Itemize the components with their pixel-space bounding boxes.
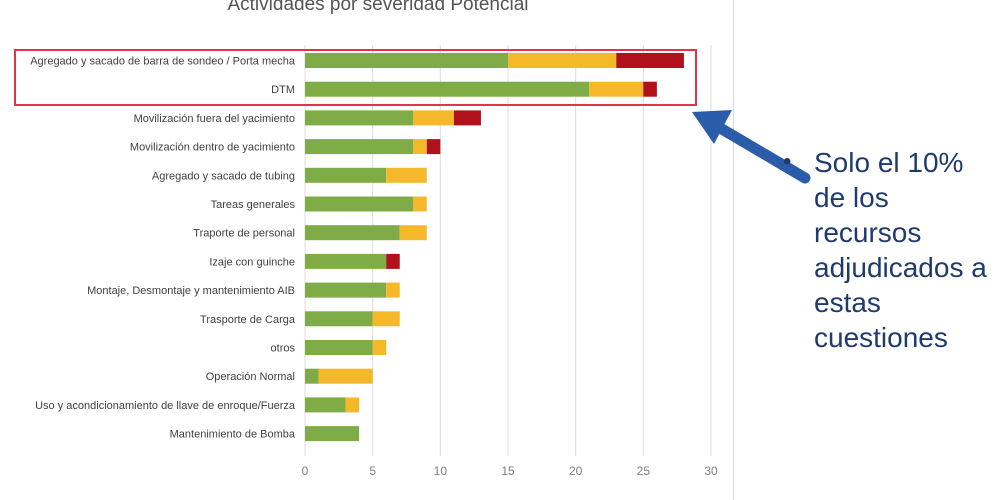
pointer-arrow-icon [692,110,811,184]
x-tick-label: 20 [569,464,583,478]
category-label: Movilización fuera del yacimiento [134,113,295,125]
bar-segment [386,167,427,183]
x-tick-label: 25 [637,464,651,478]
bar-segment [413,196,427,212]
bar-segment [589,81,644,97]
category-label: Izaje con guinche [209,256,295,268]
bar-segment [305,110,414,126]
chart-title: Actividades por severidad Potencial [227,0,529,15]
category-label: Operación Normal [206,371,295,383]
bar-segment [305,397,346,413]
x-tick-label: 30 [704,464,718,478]
category-label: Traporte de personal [193,228,295,240]
bar-segment [305,81,590,97]
category-label: DTM [271,84,295,96]
bar-segment [305,282,387,298]
bar-segment [386,282,400,298]
bar-segment [305,225,400,241]
category-label: otros [271,343,296,355]
bar-segment [305,196,414,212]
highlight-box [14,49,697,106]
bar-segment [616,53,684,68]
category-label: Mantenimiento de Bomba [170,429,296,441]
category-label: Trasporte de Carga [200,314,296,326]
bar-segment [643,81,657,97]
bar-segment [508,53,617,68]
note-bullet: • [783,148,792,175]
bar-segment [453,110,481,126]
x-tick-label: 15 [501,464,515,478]
bar-segment [318,368,373,384]
bar-segment [305,253,387,269]
category-label: Movilización dentro de yacimiento [130,142,295,154]
bar-segment [399,225,427,241]
chart-panel: Actividades por severidad Potencial 0 5 10… [8,0,734,500]
bar-segment [305,139,414,155]
x-tick-label: 10 [434,464,448,478]
category-label: Uso y acondicionamiento de llave de enro… [35,400,296,412]
category-label: Montaje, Desmontaje y mantenimiento AIB [87,285,295,297]
bar-segment [426,139,441,155]
bar-segment [372,340,387,355]
bar-segment [305,311,373,327]
bar-segment [386,253,400,269]
category-label: Agregado y sacado de barra de sondeo / P… [30,56,296,68]
x-tick-label: 5 [369,464,376,478]
category-label: Tareas generales [211,199,296,211]
annotation-note: Solo el 10% de los recursos adjudicados … [814,147,987,353]
category-label: Agregado y sacado de tubing [152,170,295,182]
bar-segment [305,167,387,183]
bar-segment [305,53,508,68]
bar-segment [413,139,427,155]
x-tick-label: 0 [302,464,309,478]
bar-segment [345,397,360,413]
bar-segment [305,340,373,355]
bar-chart: 0 5 10 15 20 25 30 Agregado y sacado de barra d… [30,45,718,478]
bar-segment [305,426,360,442]
bar-segment [413,110,454,126]
bar-segment [305,368,319,384]
bar-segment [372,311,400,327]
